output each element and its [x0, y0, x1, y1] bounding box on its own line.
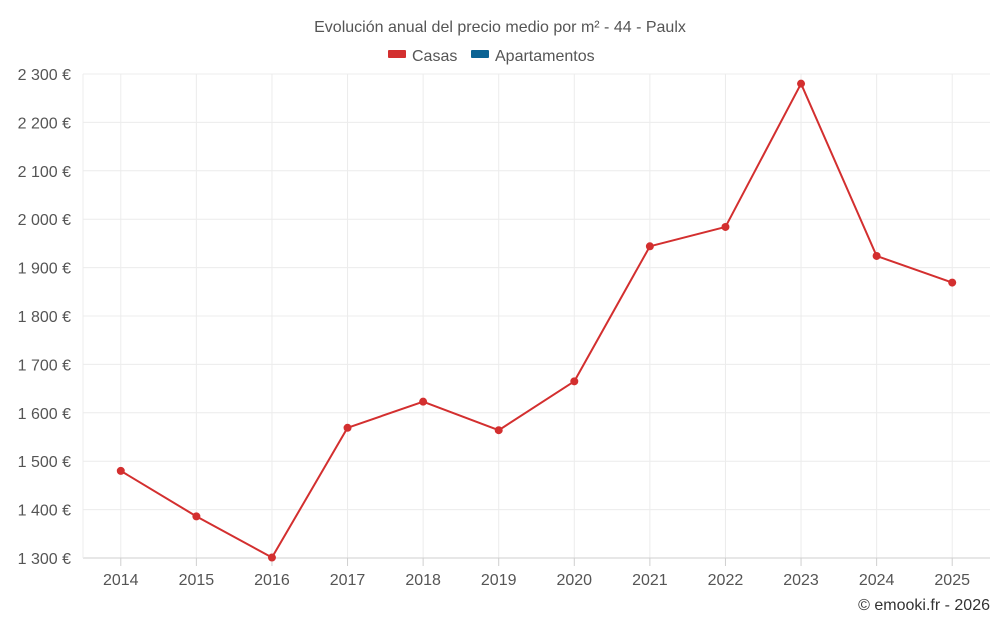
y-tick-label: 1 700 €: [18, 357, 71, 374]
x-tick-label: 2015: [179, 572, 215, 589]
legend: Casas Apartamentos: [388, 48, 595, 65]
y-tick-label: 1 500 €: [18, 454, 71, 471]
legend-label-apartamentos: Apartamentos: [495, 48, 595, 65]
casas-data-point-2015[interactable]: [192, 512, 201, 521]
casas-data-point-2019[interactable]: [494, 426, 503, 435]
casas-data-point-2018[interactable]: [419, 397, 428, 406]
casas-data-point-2021[interactable]: [645, 242, 654, 251]
casas-data-point-2023[interactable]: [797, 79, 806, 88]
y-tick-label: 1 600 €: [18, 406, 71, 423]
x-tick-label: 2023: [783, 572, 819, 589]
casas-data-point-2016[interactable]: [267, 553, 276, 562]
y-tick-label: 2 300 €: [18, 67, 71, 84]
casas-data-point-2020[interactable]: [570, 377, 579, 386]
x-tick-label: 2022: [708, 572, 744, 589]
y-tick-label: 2 000 €: [18, 212, 71, 229]
x-tick-label: 2024: [859, 572, 895, 589]
x-tick-label: 2025: [934, 572, 970, 589]
x-tick-label: 2016: [254, 572, 290, 589]
legend-swatch-apartamentos: [471, 50, 489, 58]
x-axis-ticks: 2014 2015 2016 2017 2018 2019 2020 2021 2022 2023…: [103, 572, 970, 589]
x-tick-label: 2018: [405, 572, 441, 589]
legend-item-casas[interactable]: Casas: [388, 48, 457, 65]
grid: [83, 73, 990, 558]
casas-data-point-2017[interactable]: [343, 423, 352, 432]
legend-swatch-casas: [388, 50, 406, 58]
casas-data-point-2024[interactable]: [872, 251, 881, 260]
y-tick-label: 1 900 €: [18, 261, 71, 278]
casas-data-point-2022[interactable]: [721, 222, 730, 231]
y-tick-label: 2 100 €: [18, 164, 71, 181]
y-tick-label: 2 200 €: [18, 115, 71, 132]
x-tick-label: 2020: [556, 572, 592, 589]
casas-data-point-2025[interactable]: [948, 278, 957, 287]
y-axis-ticks: 1 300 € 1 400 € 1 500 € 1 600 € 1 700 € 1 800…: [18, 67, 71, 568]
legend-item-apartamentos[interactable]: Apartamentos: [471, 48, 595, 65]
legend-label-casas: Casas: [412, 48, 457, 65]
chart-title: Evolución anual del precio medio por m² …: [314, 19, 686, 36]
x-tick-label: 2014: [103, 572, 139, 589]
x-tick-label: 2017: [330, 572, 366, 589]
y-tick-label: 1 800 €: [18, 309, 71, 326]
casas-series-line: [120, 82, 953, 559]
casas-data-point-2014[interactable]: [116, 466, 125, 475]
credit-text: © emooki.fr - 2026: [858, 597, 990, 614]
axes: [82, 74, 990, 566]
y-tick-label: 1 300 €: [18, 551, 71, 568]
x-tick-label: 2019: [481, 572, 517, 589]
x-tick-label: 2021: [632, 572, 668, 589]
y-tick-label: 1 400 €: [18, 503, 71, 520]
series-casas: [116, 79, 957, 562]
